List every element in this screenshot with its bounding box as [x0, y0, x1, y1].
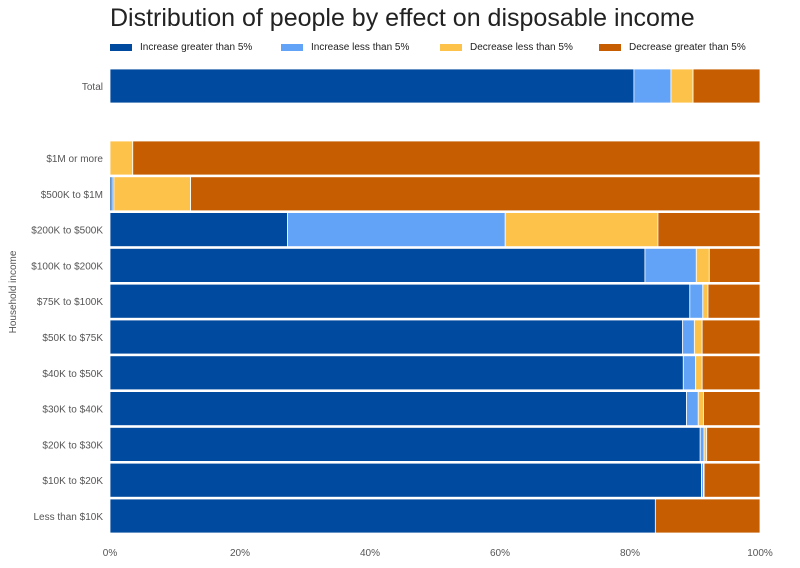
bar-segment — [707, 283, 761, 319]
bar-segment — [109, 68, 635, 104]
legend-item-decrease-lt-5: Decrease less than 5% — [440, 42, 573, 53]
legend-label: Increase less than 5% — [311, 42, 410, 53]
bar-segment — [109, 283, 691, 319]
bar-segment — [692, 68, 761, 104]
bar-segment — [654, 498, 761, 534]
category-label: $500K to $1M — [41, 190, 103, 201]
bar-segment — [701, 355, 761, 391]
legend-item-increase-gt-5: Increase greater than 5% — [110, 42, 252, 53]
bar-segment — [695, 247, 710, 283]
legend-swatch — [599, 44, 621, 51]
legend-swatch — [281, 44, 303, 51]
category-label: $30K to $40K — [42, 405, 103, 416]
bar-segment — [706, 426, 761, 462]
bar-segment — [287, 212, 506, 248]
bar-segment — [657, 212, 761, 248]
bar-segment — [633, 68, 672, 104]
category-label: Total — [82, 82, 103, 93]
legend-swatch — [110, 44, 132, 51]
bar-segment — [109, 140, 134, 176]
bar-segment — [699, 426, 705, 462]
x-tick-label: 60% — [490, 548, 510, 559]
bar-segment — [670, 68, 694, 104]
category-label: $75K to $100K — [37, 297, 103, 308]
legend-label: Increase greater than 5% — [140, 42, 253, 53]
bar-segment — [109, 391, 687, 427]
bar-segment — [708, 247, 761, 283]
bar-segment — [109, 247, 646, 283]
legend-swatch — [440, 44, 462, 51]
bar-segment — [697, 391, 704, 427]
x-tick-label: 100% — [747, 548, 773, 559]
category-label: $40K to $50K — [42, 369, 103, 380]
bar-segment — [702, 283, 709, 319]
category-label: Less than $10K — [34, 512, 104, 523]
bar-segment — [109, 319, 684, 355]
legend-label: Decrease greater than 5% — [629, 42, 746, 53]
bar-segment — [693, 319, 703, 355]
bar-segment — [504, 212, 659, 248]
chart-title: Distribution of people by effect on disp… — [110, 4, 695, 32]
bar-segment — [703, 462, 761, 498]
x-tick-label: 40% — [360, 548, 380, 559]
category-label: $50K to $75K — [42, 333, 103, 344]
legend-item-increase-lt-5: Increase less than 5% — [281, 42, 409, 53]
bar-segment — [703, 391, 761, 427]
category-label: $20K to $30K — [42, 440, 103, 451]
bar-segment — [113, 176, 191, 212]
category-label: $200K to $500K — [31, 226, 103, 237]
y-axis-title: Household income — [8, 250, 19, 333]
bar-segment — [190, 176, 761, 212]
bar-segment — [109, 212, 288, 248]
bar-segment — [109, 355, 684, 391]
x-tick-label: 80% — [620, 548, 640, 559]
bar-segment — [109, 498, 656, 534]
bar-segment — [109, 462, 702, 498]
x-tick-label: 20% — [230, 548, 250, 559]
bar-segment — [689, 283, 704, 319]
bar-segment — [701, 319, 761, 355]
category-label: $10K to $20K — [42, 476, 103, 487]
bar-segment — [682, 319, 695, 355]
x-tick-label: 0% — [103, 548, 118, 559]
legend-label: Decrease less than 5% — [470, 42, 573, 53]
bar-segment — [686, 391, 699, 427]
bar-segment — [132, 140, 761, 176]
bar-segment — [695, 355, 703, 391]
legend: Increase greater than 5% Increase less t… — [110, 42, 770, 56]
category-label: $1M or more — [46, 154, 103, 165]
bar-segment — [644, 247, 697, 283]
category-label: $100K to $200K — [31, 261, 103, 272]
legend-item-decrease-gt-5: Decrease greater than 5% — [599, 42, 746, 53]
bar-segment — [682, 355, 697, 391]
bar-segment — [109, 426, 701, 462]
